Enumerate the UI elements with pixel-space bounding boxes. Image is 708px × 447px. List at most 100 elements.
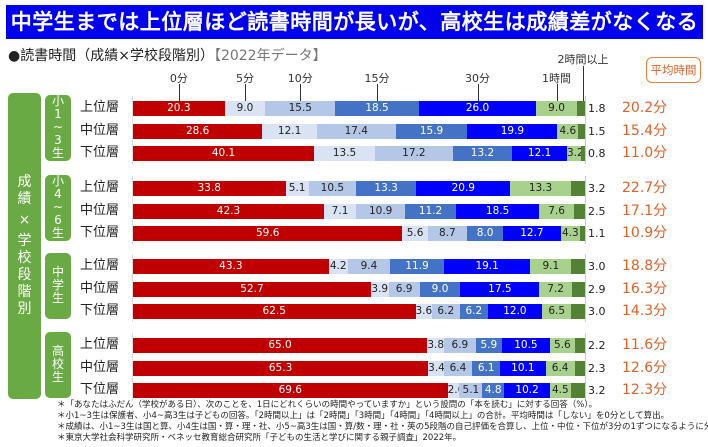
bar-segment: [570, 383, 585, 399]
stacked-bar: 69.6 2.6 5.1 4.8 10.2 4.5: [133, 383, 585, 399]
bar-segment: 7.1: [324, 203, 357, 219]
bar-segment: 9.1: [530, 259, 572, 274]
data-label: 9.0: [548, 102, 565, 114]
bar-segment: 43.3: [133, 259, 329, 274]
data-label: 5.1: [462, 384, 480, 397]
category-label: 10分: [287, 72, 313, 85]
bar-segment: 17.5: [460, 281, 540, 297]
row-label: 上位層: [80, 100, 120, 115]
bar-segment: 10.1: [500, 360, 546, 376]
bar-segment: 5.1: [285, 181, 309, 196]
group-label-char: 1: [54, 107, 62, 122]
bar-segment: 9.0: [419, 281, 461, 297]
bar-segment: 18.5: [335, 101, 419, 116]
axis-line: [585, 254, 586, 322]
bar-segment: [571, 259, 585, 274]
stacked-bar: 42.3 7.1 10.9 11.2 18.5 7.6: [133, 203, 585, 219]
row-label: 上位層: [80, 337, 120, 352]
footnote: ＊小1~3生は保護者、小4~高3生は子どもの回答。「2時間以上」は「2時間」「3…: [57, 411, 670, 421]
bar-segment: [578, 123, 585, 139]
bar-segment: [574, 360, 585, 376]
data-label: 3.2: [566, 147, 584, 160]
main-group-label-text: 成績 × 学校段階別: [18, 174, 32, 318]
category-label: 15分: [364, 72, 390, 85]
data-label: 5.6: [406, 227, 424, 240]
data-label: 7.2: [547, 282, 564, 295]
axis-line: [132, 254, 133, 322]
group-label-char: 6: [54, 213, 62, 228]
bar-segment: 52.7: [133, 281, 371, 297]
data-label: 4.8: [484, 384, 502, 397]
bar-segment: 7.2: [539, 281, 572, 297]
row-label: 中位層: [80, 280, 120, 296]
row-label: 下位層: [80, 303, 120, 319]
data-label-2h-plus: 3.2: [588, 182, 606, 195]
data-label: 10.5: [320, 182, 345, 194]
bar-segment: 8.0: [467, 226, 504, 242]
data-label: 6.4: [551, 361, 569, 374]
data-label: 7.1: [331, 204, 349, 217]
data-label: 5.6: [554, 339, 571, 351]
data-label-2h-plus: 2.5: [588, 204, 606, 218]
data-label: 4.3: [561, 227, 579, 240]
data-label: 4.5: [552, 384, 569, 397]
bar-segment: 62.5: [133, 304, 416, 320]
data-label: 59.6: [256, 227, 280, 240]
bar-segment: 10.2: [504, 383, 551, 399]
category-tick: [556, 84, 558, 102]
data-label: 5.9: [480, 339, 498, 351]
bar-segment: 7.6: [539, 203, 574, 219]
data-label: 17.5: [488, 282, 512, 295]
data-label: 65.0: [268, 339, 292, 351]
bar-segment: [573, 203, 585, 219]
stacked-bar: 40.1 13.5 17.2 13.2 12.1 3.2: [133, 146, 585, 162]
bar-segment: 69.6: [133, 383, 448, 399]
stacked-bar: 65.0 3.8 6.9 5.9 10.5 5.6: [133, 338, 585, 353]
data-label-2h-plus: 1.5: [588, 124, 606, 138]
data-label: 18.5: [485, 204, 510, 217]
bar-segment: 4.5: [550, 383, 571, 399]
bar-segment: 6.2: [431, 304, 460, 320]
bar-segment: 4.6: [557, 123, 579, 139]
bar-segment: 20.9: [416, 181, 511, 196]
chart-subtitle-year: 【2022年データ】: [213, 48, 327, 64]
data-label: 6.9: [451, 339, 469, 351]
bar-segment: 28.6: [133, 123, 263, 139]
stacked-bar: 28.6 12.1 17.4 15.9 19.9 4.6: [133, 123, 585, 139]
data-label: 6.4: [449, 361, 467, 374]
data-label: 9.0: [431, 282, 449, 295]
data-label: 19.1: [475, 260, 499, 272]
bar-segment: 33.8: [133, 181, 286, 196]
data-label: 10.1: [511, 361, 535, 374]
average-time-header: 平均時間: [646, 57, 701, 83]
average-time-value: 18.8分: [622, 258, 668, 274]
bar-segment: 3.9: [370, 281, 389, 297]
bar-segment: 17.4: [316, 123, 396, 139]
group-label-char: ~: [52, 200, 64, 215]
stacked-bar: 20.3 9.0 15.5 18.5 26.0 9.0: [133, 101, 585, 116]
row-label: 下位層: [80, 145, 120, 161]
bar-segment: 8.7: [427, 226, 468, 242]
main-group-label-char: 階: [17, 284, 32, 300]
group-label-char: 生: [51, 291, 64, 306]
bar-segment: 9.0: [224, 101, 266, 116]
data-label-2h-plus: 1.8: [588, 102, 606, 115]
data-label: 10.2: [515, 384, 539, 397]
data-label-2h-plus: 1.1: [588, 227, 606, 241]
bar-segment: 12.1: [262, 123, 317, 139]
bar-segment: 6.5: [542, 304, 572, 320]
row-label: 上位層: [80, 258, 120, 273]
bar-segment: 13.2: [452, 146, 513, 162]
chart-subtitle-main: ●読書時間（成績×学校段階別）: [8, 48, 214, 64]
stacked-bar: 65.3 3.4 6.4 6.1 10.1 6.4: [133, 360, 585, 376]
row-label: 中位層: [80, 202, 120, 218]
bar-segment: [571, 281, 585, 297]
data-label: 12.1: [527, 147, 552, 160]
bar-segment: 2.6: [447, 383, 464, 399]
data-label: 62.5: [262, 305, 286, 318]
axis-line: [132, 96, 133, 164]
data-label: 18.5: [365, 102, 389, 114]
group-label-char: 高: [51, 344, 64, 359]
main-group-label-char: 績: [17, 191, 32, 207]
data-label: 33.8: [197, 182, 221, 194]
